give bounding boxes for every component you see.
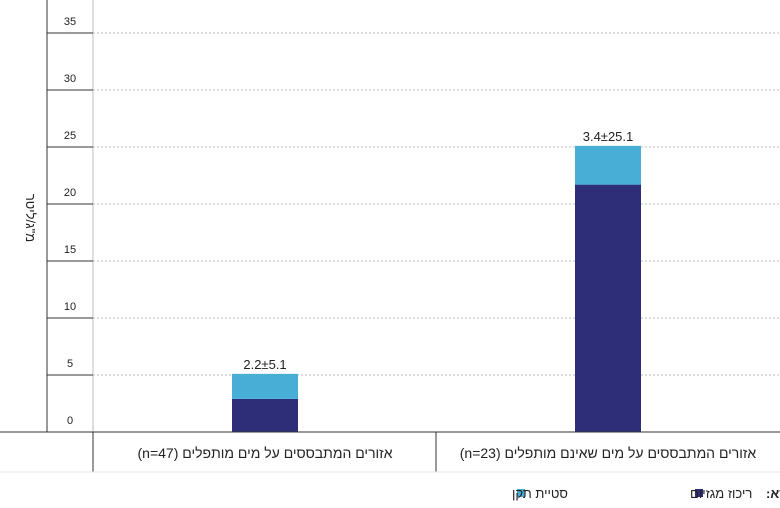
data-labels: 3.4±25.1 2.2±5.1 [243,129,633,372]
y-tick-label-20: 20 [64,187,76,199]
y-tick-labels: 0 5 10 15 20 25 30 35 [64,16,76,427]
bar-2-stdev [232,374,298,399]
legend-label-2: סטיית תקן [512,486,568,501]
bars [232,146,641,432]
y-axis-label: מ"ג/ליטר [23,194,38,242]
y-tick-label-5: 5 [67,358,73,370]
y-tick-label-35: 35 [64,16,76,28]
legend-title: מקרא: [766,486,780,501]
data-label-1: 3.4±25.1 [583,129,634,144]
grid-lines [93,33,780,375]
chart-root: 0 5 10 15 20 25 30 35 3.4±25.1 2.2±5.1 אזורים המ… [0,0,780,508]
category-table: אזורים המתבססים על מים שאינם מותפלים (n=… [0,432,780,472]
y-tick-label-25: 25 [64,130,76,142]
legend-label-1: ריכוז מגזיום [690,486,752,501]
data-label-2: 2.2±5.1 [243,357,286,372]
y-tick-label-30: 30 [64,73,76,85]
bar-1-stdev [575,146,641,185]
category-label-2: אזורים המתבססים על מים מותפלים (n=47) [138,445,393,461]
category-label-1: אזורים המתבססים על מים שאינם מותפלים (n=… [460,445,757,461]
legend-background [0,472,780,508]
bar-2-mean [232,399,298,432]
y-tick-label-15: 15 [64,244,76,256]
bar-1-mean [575,185,641,432]
y-tick-label-0: 0 [67,415,73,427]
y-tick-label-10: 10 [64,301,76,313]
